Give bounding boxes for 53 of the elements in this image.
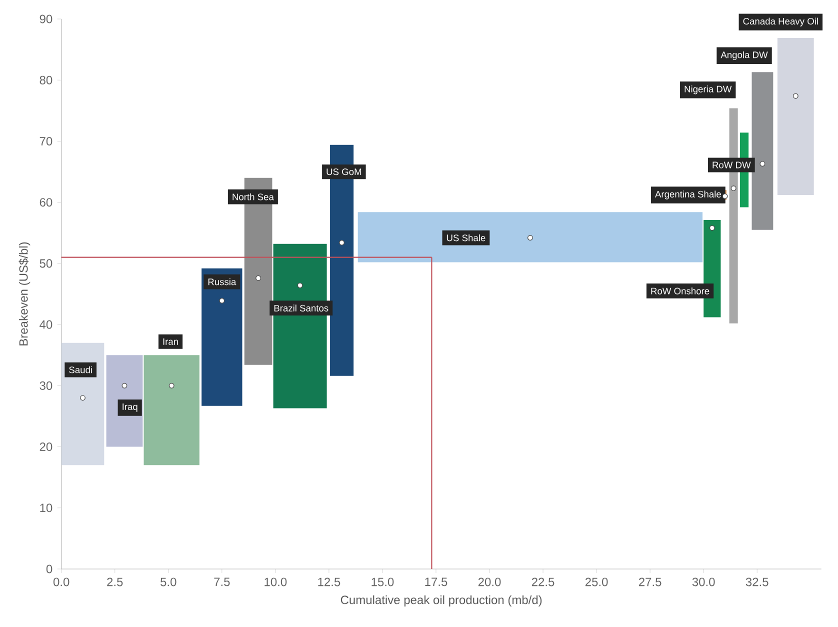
y-tick-label: 60 [40,198,52,207]
y-tick-label: 40 [40,320,52,329]
x-tick-label: 12.5 [318,578,340,586]
series-label: Saudi [69,366,92,374]
series-label: North Sea [232,193,274,200]
series-label: Nigeria DW [684,86,732,94]
x-tick-label: 25.0 [585,578,608,586]
x-tick-label: 5.0 [160,578,176,586]
point [122,382,128,388]
series-label: Angola DW [720,51,768,60]
x-tick-label: 2.5 [107,578,123,586]
series-label: RoW DW [712,162,751,168]
x-tick-label: 0.0 [53,578,70,586]
point [792,93,798,99]
series-label: Brazil Santos [274,304,328,312]
series-label: US GoM [326,168,362,176]
x-tick-label: 10.0 [264,578,287,586]
point [297,282,303,288]
point [527,235,533,241]
y-tick-label: 50 [40,259,52,268]
point [339,240,345,246]
point [80,395,86,401]
y-axis-title: Breakeven (US$/bl) [18,242,30,346]
series-label: Canada Heavy Oil [743,18,818,26]
x-tick-label: 20.0 [478,578,501,586]
point [730,186,736,192]
y-tick-label: 30 [40,381,52,390]
point [256,275,262,281]
x-tick-label: 7.5 [214,578,230,586]
y-tick-label: 80 [40,76,52,84]
x-tick-label: 17.5 [425,578,448,586]
y-tick-label: 10 [40,504,52,512]
point [722,193,728,199]
series-label: US Shale [446,234,486,242]
series-label: Iraq [122,403,138,412]
x-tick-label: 30.0 [692,578,715,586]
point [709,225,715,231]
series-label: Russia [208,278,236,286]
x-axis-title: Cumulative peak oil production (mb/d) [340,595,542,607]
point [760,161,766,167]
y-tick-label: 90 [40,14,52,24]
point [219,298,225,304]
series-label: RoW Onshore [651,288,710,294]
point [168,382,174,388]
series-label: Iran [163,338,178,345]
x-tick-label: 22.5 [532,578,554,586]
y-tick-label: 70 [40,136,52,146]
x-tick-label: 32.5 [746,578,768,586]
x-tick-label: 27.5 [639,578,662,586]
y-tick-label: 20 [40,442,52,452]
series-label: Argentina Shale [654,190,721,200]
x-tick-label: 15.0 [372,578,394,586]
y-tick-label: 0 [46,564,52,574]
